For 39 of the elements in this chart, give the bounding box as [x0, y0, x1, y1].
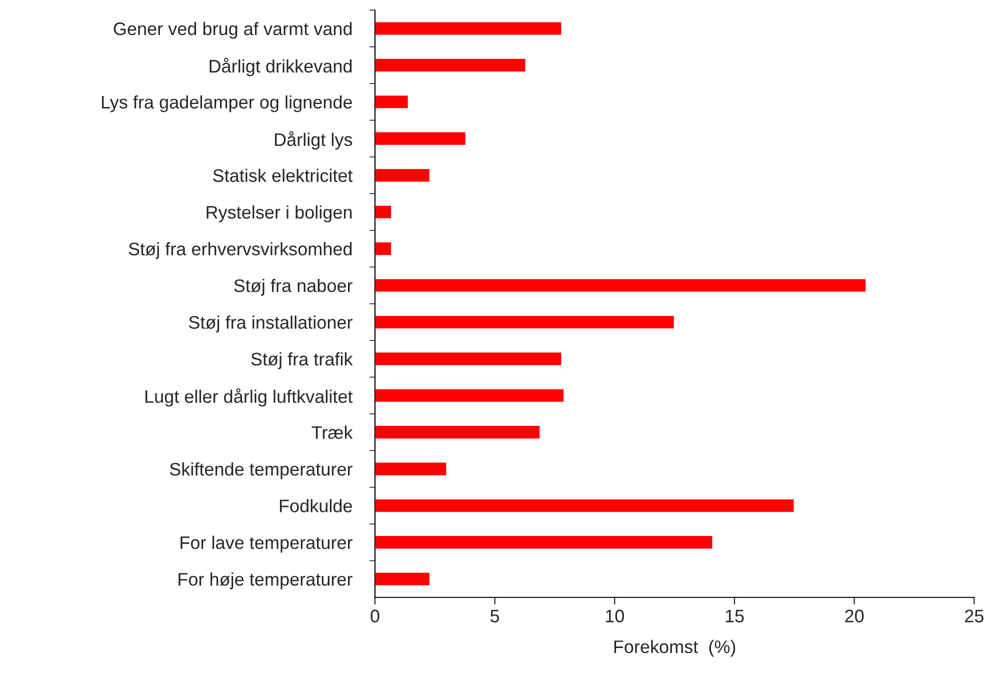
- y-tick-label: For lave temperaturer: [180, 536, 352, 553]
- x-tick-label: 15: [726, 610, 744, 622]
- bar: [374, 424, 542, 440]
- bar: [374, 534, 714, 550]
- y-tick-label: Træk: [312, 426, 353, 439]
- x-tick-label: 0: [370, 610, 380, 622]
- y-tick-label: Lugt eller dårlig luftkvalitet: [146, 388, 353, 407]
- bar: [374, 388, 566, 404]
- bar: [374, 94, 410, 110]
- y-tick-label: Gener ved brug af varmt vand: [114, 22, 352, 39]
- x-tick-label: 20: [845, 610, 864, 622]
- bar: [374, 278, 867, 294]
- bar: [374, 168, 431, 183]
- y-tick-label: Dårligt lys: [274, 131, 352, 150]
- bar: [374, 204, 392, 220]
- y-tick-label: Statisk elektricitet: [213, 168, 353, 182]
- y-tick-label: Støj fra erhvervsvirksomhed: [128, 242, 352, 259]
- y-tick-label: Støj fra trafik: [251, 352, 353, 370]
- y-tick-label: Skiftende temperaturer: [170, 462, 352, 480]
- bar: [374, 571, 431, 587]
- y-tick-label: Støj fra naboer: [234, 278, 352, 296]
- bar: [374, 314, 676, 330]
- bar: [374, 351, 563, 366]
- y-tick-label: Rystelser i boligen: [206, 205, 352, 222]
- bar: [374, 461, 448, 477]
- bar: [374, 58, 527, 73]
- x-tick-label: 25: [965, 610, 984, 622]
- bar: [374, 498, 796, 514]
- x-tick-label: 5: [490, 610, 500, 622]
- bar: [374, 241, 392, 256]
- x-axis-title: Forekomst (%): [614, 640, 736, 657]
- y-tick-label: Støj fra installationer: [189, 316, 352, 332]
- y-tick-label: Lys fra gadelamper og lignende: [102, 95, 352, 112]
- bar: [374, 20, 563, 36]
- x-tick-label: 10: [606, 610, 624, 622]
- y-tick-label: Fodkulde: [280, 499, 352, 512]
- y-tick-label: Dårligt drikkevand: [210, 58, 352, 76]
- bar: [374, 130, 467, 146]
- y-tick-label: For høje temperaturer: [178, 572, 352, 590]
